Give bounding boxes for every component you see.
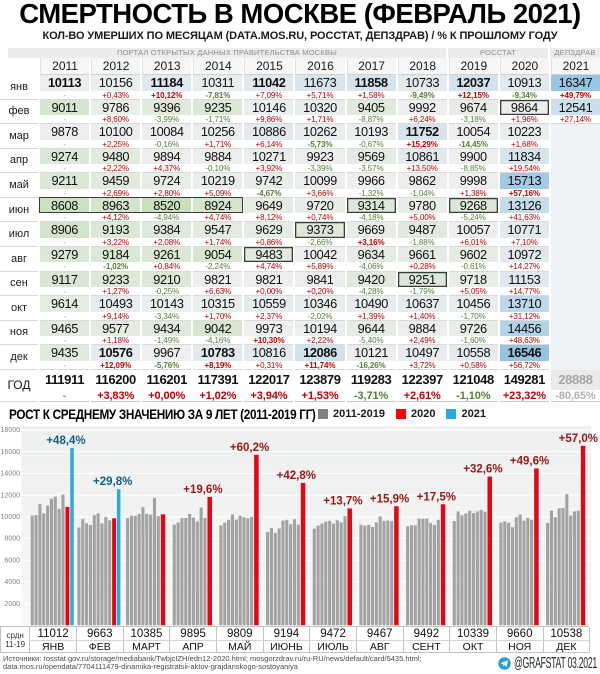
svg-text:+42,8%: +42,8%	[277, 470, 316, 482]
svg-text:8000: 8000	[4, 536, 20, 543]
svg-text:18000: 18000	[1, 427, 21, 434]
svg-text:2000: 2000	[4, 601, 20, 608]
svg-text:+48,4%: +48,4%	[46, 435, 85, 447]
svg-text:16000: 16000	[1, 449, 21, 456]
svg-text:+60,2%: +60,2%	[230, 442, 269, 454]
svg-text:+32,6%: +32,6%	[463, 464, 502, 476]
svg-text:4000: 4000	[4, 579, 20, 586]
svg-text:14000: 14000	[1, 471, 21, 478]
svg-text:+17,5%: +17,5%	[417, 491, 456, 503]
svg-text:+57,0%: +57,0%	[559, 433, 598, 445]
svg-text:+29,8%: +29,8%	[93, 476, 132, 488]
svg-text:+13,7%: +13,7%	[323, 495, 362, 507]
svg-text:6000: 6000	[4, 557, 20, 564]
svg-text:+49,6%: +49,6%	[510, 456, 549, 468]
svg-text:10000: 10000	[1, 514, 21, 521]
svg-text:+15,9%: +15,9%	[370, 493, 409, 505]
svg-text:12000: 12000	[1, 492, 21, 499]
svg-text:+19,6%: +19,6%	[183, 484, 222, 496]
